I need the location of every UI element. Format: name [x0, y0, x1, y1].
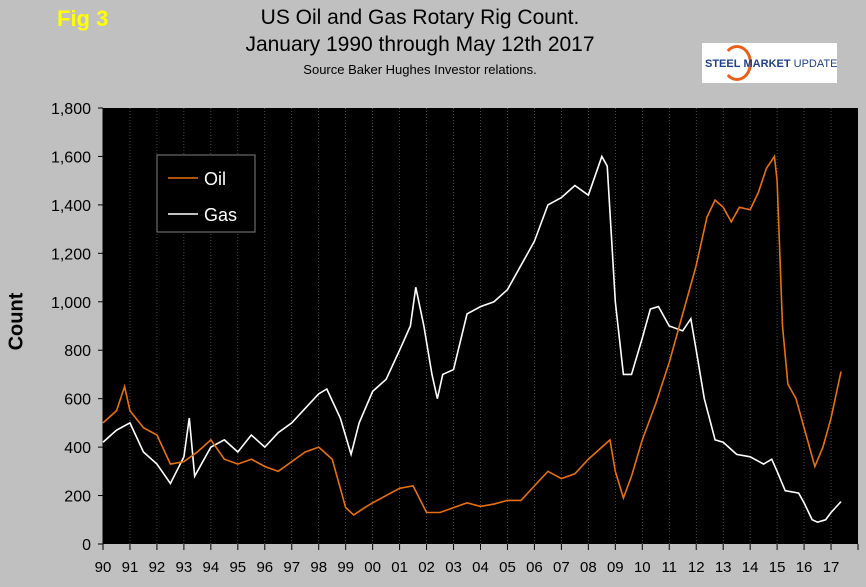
- x-tick-label: 09: [607, 559, 624, 576]
- chart-source: Source Baker Hughes Investor relations.: [303, 62, 537, 77]
- steel-market-update-logo: STEEL MARKET UPDATE: [702, 43, 837, 83]
- x-tick-label: 02: [418, 559, 435, 576]
- x-tick-label: 01: [391, 559, 408, 576]
- legend-label-gas: Gas: [204, 205, 237, 225]
- y-tick-label: 0: [82, 537, 91, 554]
- series-line-gas: [102, 154, 842, 524]
- y-tick-label: 1,000: [51, 295, 91, 312]
- x-tick-label: 03: [445, 559, 462, 576]
- y-tick-label: 400: [64, 440, 91, 457]
- x-tick-label: 17: [823, 559, 840, 576]
- chart-title-line2: January 1990 through May 12th 2017: [245, 33, 595, 56]
- y-tick-label: 1,200: [51, 246, 91, 263]
- y-tick-label: 1,400: [51, 198, 91, 215]
- x-tick-label: 97: [283, 559, 300, 576]
- x-tick-label: 10: [634, 559, 651, 576]
- y-tick-label: 800: [64, 343, 91, 360]
- x-tick-label: 14: [742, 559, 759, 576]
- x-tick-label: 12: [688, 559, 705, 576]
- legend-box: [156, 154, 256, 233]
- y-tick-label: 600: [64, 392, 91, 409]
- x-tick-label: 13: [715, 559, 732, 576]
- x-tick-label: 92: [149, 559, 166, 576]
- x-tick-label: 95: [229, 559, 246, 576]
- x-tick-label: 98: [310, 559, 327, 576]
- y-tick-label: 1,800: [51, 101, 91, 118]
- x-tick-label: 93: [176, 559, 193, 576]
- x-tick-label: 05: [499, 559, 516, 576]
- x-tick-label: 16: [796, 559, 813, 576]
- x-tick-label: 06: [526, 559, 543, 576]
- y-tick-label: 1,600: [51, 149, 91, 166]
- x-tick-label: 08: [580, 559, 597, 576]
- x-tick-label: 96: [256, 559, 273, 576]
- x-tick-label: 00: [364, 559, 381, 576]
- figure-number: Fig 3: [57, 6, 109, 31]
- series-line-oil: [102, 154, 842, 516]
- x-tick-label: 90: [95, 559, 112, 576]
- chart-title-line1: US Oil and Gas Rotary Rig Count.: [260, 6, 580, 29]
- x-tick-label: 04: [472, 559, 489, 576]
- x-tick-label: 91: [122, 559, 139, 576]
- x-tick-label: 99: [337, 559, 354, 576]
- y-tick-label: 200: [64, 489, 91, 506]
- x-tick-label: 94: [203, 559, 220, 576]
- x-tick-label: 11: [661, 559, 677, 576]
- legend-label-oil: Oil: [204, 169, 226, 189]
- x-tick-label: 07: [553, 559, 570, 576]
- x-tick-label: 15: [769, 559, 786, 576]
